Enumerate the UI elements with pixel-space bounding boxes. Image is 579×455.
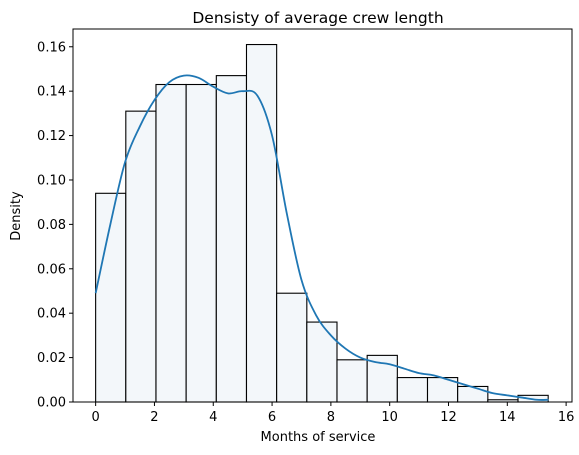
y-tick-label: 0.12 xyxy=(37,129,66,144)
histogram-bars xyxy=(95,43,549,403)
x-axis-ticks: 0 2 4 6 8 10 12 14 16 xyxy=(92,402,575,425)
y-tick-label: 0.10 xyxy=(37,173,66,188)
histogram-bar xyxy=(155,83,187,403)
histogram-bar xyxy=(396,377,429,403)
x-tick-label: 2 xyxy=(150,410,158,425)
histogram-bar xyxy=(125,110,157,403)
x-tick-label: 16 xyxy=(558,410,575,425)
x-tick-label: 14 xyxy=(499,410,516,425)
y-tick-label: 0.00 xyxy=(37,396,66,411)
histogram-bar xyxy=(95,192,127,403)
x-tick-label: 6 xyxy=(268,410,276,425)
x-tick-label: 10 xyxy=(381,410,398,425)
x-tick-label: 12 xyxy=(440,410,457,425)
x-tick-label: 0 xyxy=(92,410,100,425)
x-axis-title: Months of service xyxy=(261,430,376,445)
y-axis-title: Density xyxy=(9,191,24,241)
y-tick-label: 0.04 xyxy=(37,307,66,322)
plot-frame xyxy=(72,28,573,403)
y-tick-label: 0.14 xyxy=(37,85,66,100)
histogram-bar xyxy=(276,292,308,403)
histogram-bar xyxy=(245,43,278,403)
x-tick-label: 8 xyxy=(327,410,335,425)
kde-line xyxy=(94,74,549,401)
chart-title: Densisty of average crew length xyxy=(192,9,443,27)
histogram-bar xyxy=(215,75,248,403)
y-tick-label: 0.02 xyxy=(37,351,66,366)
histogram-bar xyxy=(336,359,368,403)
y-tick-label: 0.08 xyxy=(37,218,66,233)
y-tick-label: 0.16 xyxy=(37,40,66,55)
histogram-bar xyxy=(457,385,489,403)
histogram-bar xyxy=(185,83,217,403)
x-tick-label: 4 xyxy=(209,410,217,425)
y-axis-ticks: 0.00 0.02 0.04 0.06 0.08 0.10 0.12 0.14 0.16 xyxy=(37,40,73,411)
histogram-bar xyxy=(306,321,338,403)
y-tick-label: 0.06 xyxy=(37,262,66,277)
